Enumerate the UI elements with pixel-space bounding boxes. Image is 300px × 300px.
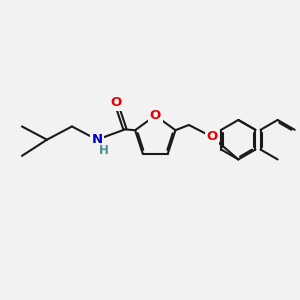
Text: H: H — [98, 144, 108, 158]
Text: O: O — [206, 130, 218, 143]
Text: O: O — [110, 96, 122, 110]
Text: N: N — [92, 133, 103, 146]
Text: O: O — [150, 109, 161, 122]
